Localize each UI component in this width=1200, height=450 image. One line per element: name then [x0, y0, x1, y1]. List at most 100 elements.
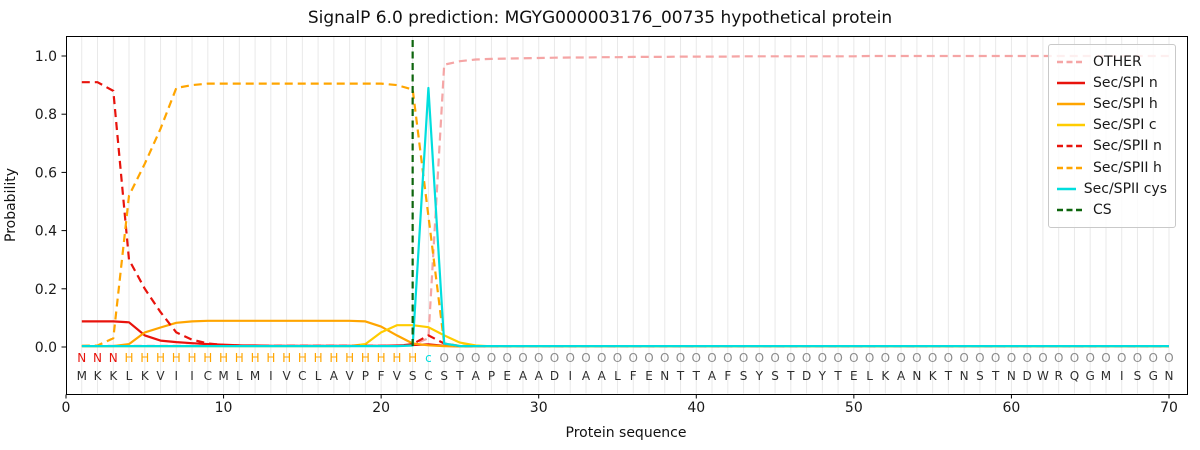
- legend-line-sample: [1057, 208, 1085, 212]
- residue-letter: A: [330, 369, 339, 383]
- gridlines: [81, 36, 1170, 394]
- residue-letter: A: [535, 369, 544, 383]
- y-tick-label: 0.8: [35, 107, 57, 123]
- annotation-letter: H: [329, 351, 338, 365]
- annotation-letter: H: [408, 351, 417, 365]
- legend-line-sample: [1057, 166, 1085, 169]
- annotation-letter: H: [314, 351, 323, 365]
- y-axis-label: Probability: [3, 168, 19, 242]
- residue-letter: M: [218, 369, 228, 383]
- residue-letter: A: [519, 369, 528, 383]
- x-axis-label: Protein sequence: [566, 425, 687, 441]
- annotation-letter: O: [518, 351, 527, 365]
- annotation-letter: O: [833, 351, 842, 365]
- annotation-letter: O: [471, 351, 480, 365]
- x-tick-label: 60: [1003, 400, 1021, 416]
- annotation-letter: H: [251, 351, 260, 365]
- legend-label: Sec/SPI c: [1093, 117, 1157, 134]
- residue-letter: A: [598, 369, 607, 383]
- legend-item: OTHER: [1057, 51, 1167, 72]
- residue-letter: Y: [755, 369, 764, 383]
- series-sec-spi-h: [81, 319, 1169, 348]
- series-sec-spii-n: [81, 81, 1169, 348]
- annotation-letter: O: [613, 351, 622, 365]
- legend-item: Sec/SPII cys: [1057, 178, 1167, 199]
- annotation-letter: O: [1054, 351, 1063, 365]
- annotation-letter: O: [597, 351, 606, 365]
- legend-line-sample: [1057, 60, 1085, 63]
- legend-label: Sec/SPII n: [1093, 138, 1162, 155]
- legend-line-sample: [1057, 81, 1085, 84]
- residue-letter: D: [802, 369, 811, 383]
- annotation-letter: N: [109, 351, 118, 365]
- residue-letter: K: [109, 369, 118, 383]
- legend-line-sample: [1057, 145, 1085, 148]
- annotation-letter: O: [770, 351, 779, 365]
- annotation-letter: O: [629, 351, 638, 365]
- probability-curves: [81, 54, 1169, 348]
- annotation-letter: H: [125, 351, 134, 365]
- residue-letter: P: [362, 369, 369, 383]
- residue-letter: L: [126, 369, 133, 383]
- residue-letter: G: [1149, 369, 1158, 383]
- annotation-letter: O: [1085, 351, 1094, 365]
- residue-letter: E: [503, 369, 511, 383]
- plot-frame: [66, 36, 1188, 395]
- annotation-letter: O: [723, 351, 732, 365]
- annotation-letter: H: [219, 351, 228, 365]
- y-tick-label: 1.0: [35, 49, 57, 65]
- residue-letter: I: [190, 369, 194, 383]
- annotation-letter: O: [487, 351, 496, 365]
- legend-item: Sec/SPI n: [1057, 72, 1167, 93]
- annotation-letter: O: [439, 351, 448, 365]
- x-tick-label: 30: [530, 400, 548, 416]
- residue-letter: G: [1086, 369, 1095, 383]
- residue-letter: F: [378, 369, 385, 383]
- annotation-letter: O: [1101, 351, 1110, 365]
- annotation-letter: O: [550, 351, 559, 365]
- residue-letter: F: [724, 369, 731, 383]
- residue-letter: S: [771, 369, 779, 383]
- legend: OTHER Sec/SPI n Sec/SPI h Sec/SPI c Sec/SPII…: [1048, 44, 1176, 228]
- annotation-letter: H: [266, 351, 275, 365]
- annotation-letter: H: [298, 351, 307, 365]
- residue-letter: Q: [1070, 369, 1079, 383]
- residue-letter: A: [708, 369, 717, 383]
- residue-letter: V: [156, 369, 165, 383]
- residue-letter: M: [250, 369, 260, 383]
- residue-letter: S: [740, 369, 748, 383]
- residue-letter: R: [1055, 369, 1063, 383]
- annotation-letter: N: [93, 351, 102, 365]
- series-sec-spii-cys: [81, 86, 1169, 348]
- annotation-letter: O: [1070, 351, 1079, 365]
- y-tick-label: 0.0: [35, 340, 57, 356]
- residue-letter: N: [1007, 369, 1016, 383]
- residue-letter: S: [409, 369, 417, 383]
- axis-ticks: 0 10 20 30 40 50 60 70 0.0 0.2 0.4 0.6 0.8 1.0: [35, 49, 1178, 416]
- y-tick-label: 0.2: [35, 282, 57, 298]
- annotation-letter: c: [425, 351, 432, 365]
- residue-letter: E: [850, 369, 858, 383]
- residue-letter: T: [676, 369, 685, 383]
- residue-letter: N: [1164, 369, 1173, 383]
- x-tick-label: 20: [372, 400, 390, 416]
- residue-letter: V: [346, 369, 355, 383]
- legend-line-sample: [1057, 187, 1076, 190]
- annotation-letter: O: [865, 351, 874, 365]
- annotation-letter: H: [282, 351, 291, 365]
- y-tick-label: 0.4: [35, 224, 57, 240]
- legend-label: Sec/SPII cys: [1083, 180, 1167, 197]
- plot-border: [66, 36, 1188, 395]
- residue-letter: N: [912, 369, 921, 383]
- residue-letter: I: [175, 369, 179, 383]
- x-tick-label: 0: [62, 400, 71, 416]
- residue-letter: M: [1101, 369, 1111, 383]
- series-other: [81, 54, 1169, 347]
- annotation-letter: O: [676, 351, 685, 365]
- annotation-letter: O: [644, 351, 653, 365]
- annotation-letter: O: [660, 351, 669, 365]
- legend-label: OTHER: [1093, 53, 1142, 70]
- annotation-letter: O: [1022, 351, 1031, 365]
- residue-letter: L: [866, 369, 873, 383]
